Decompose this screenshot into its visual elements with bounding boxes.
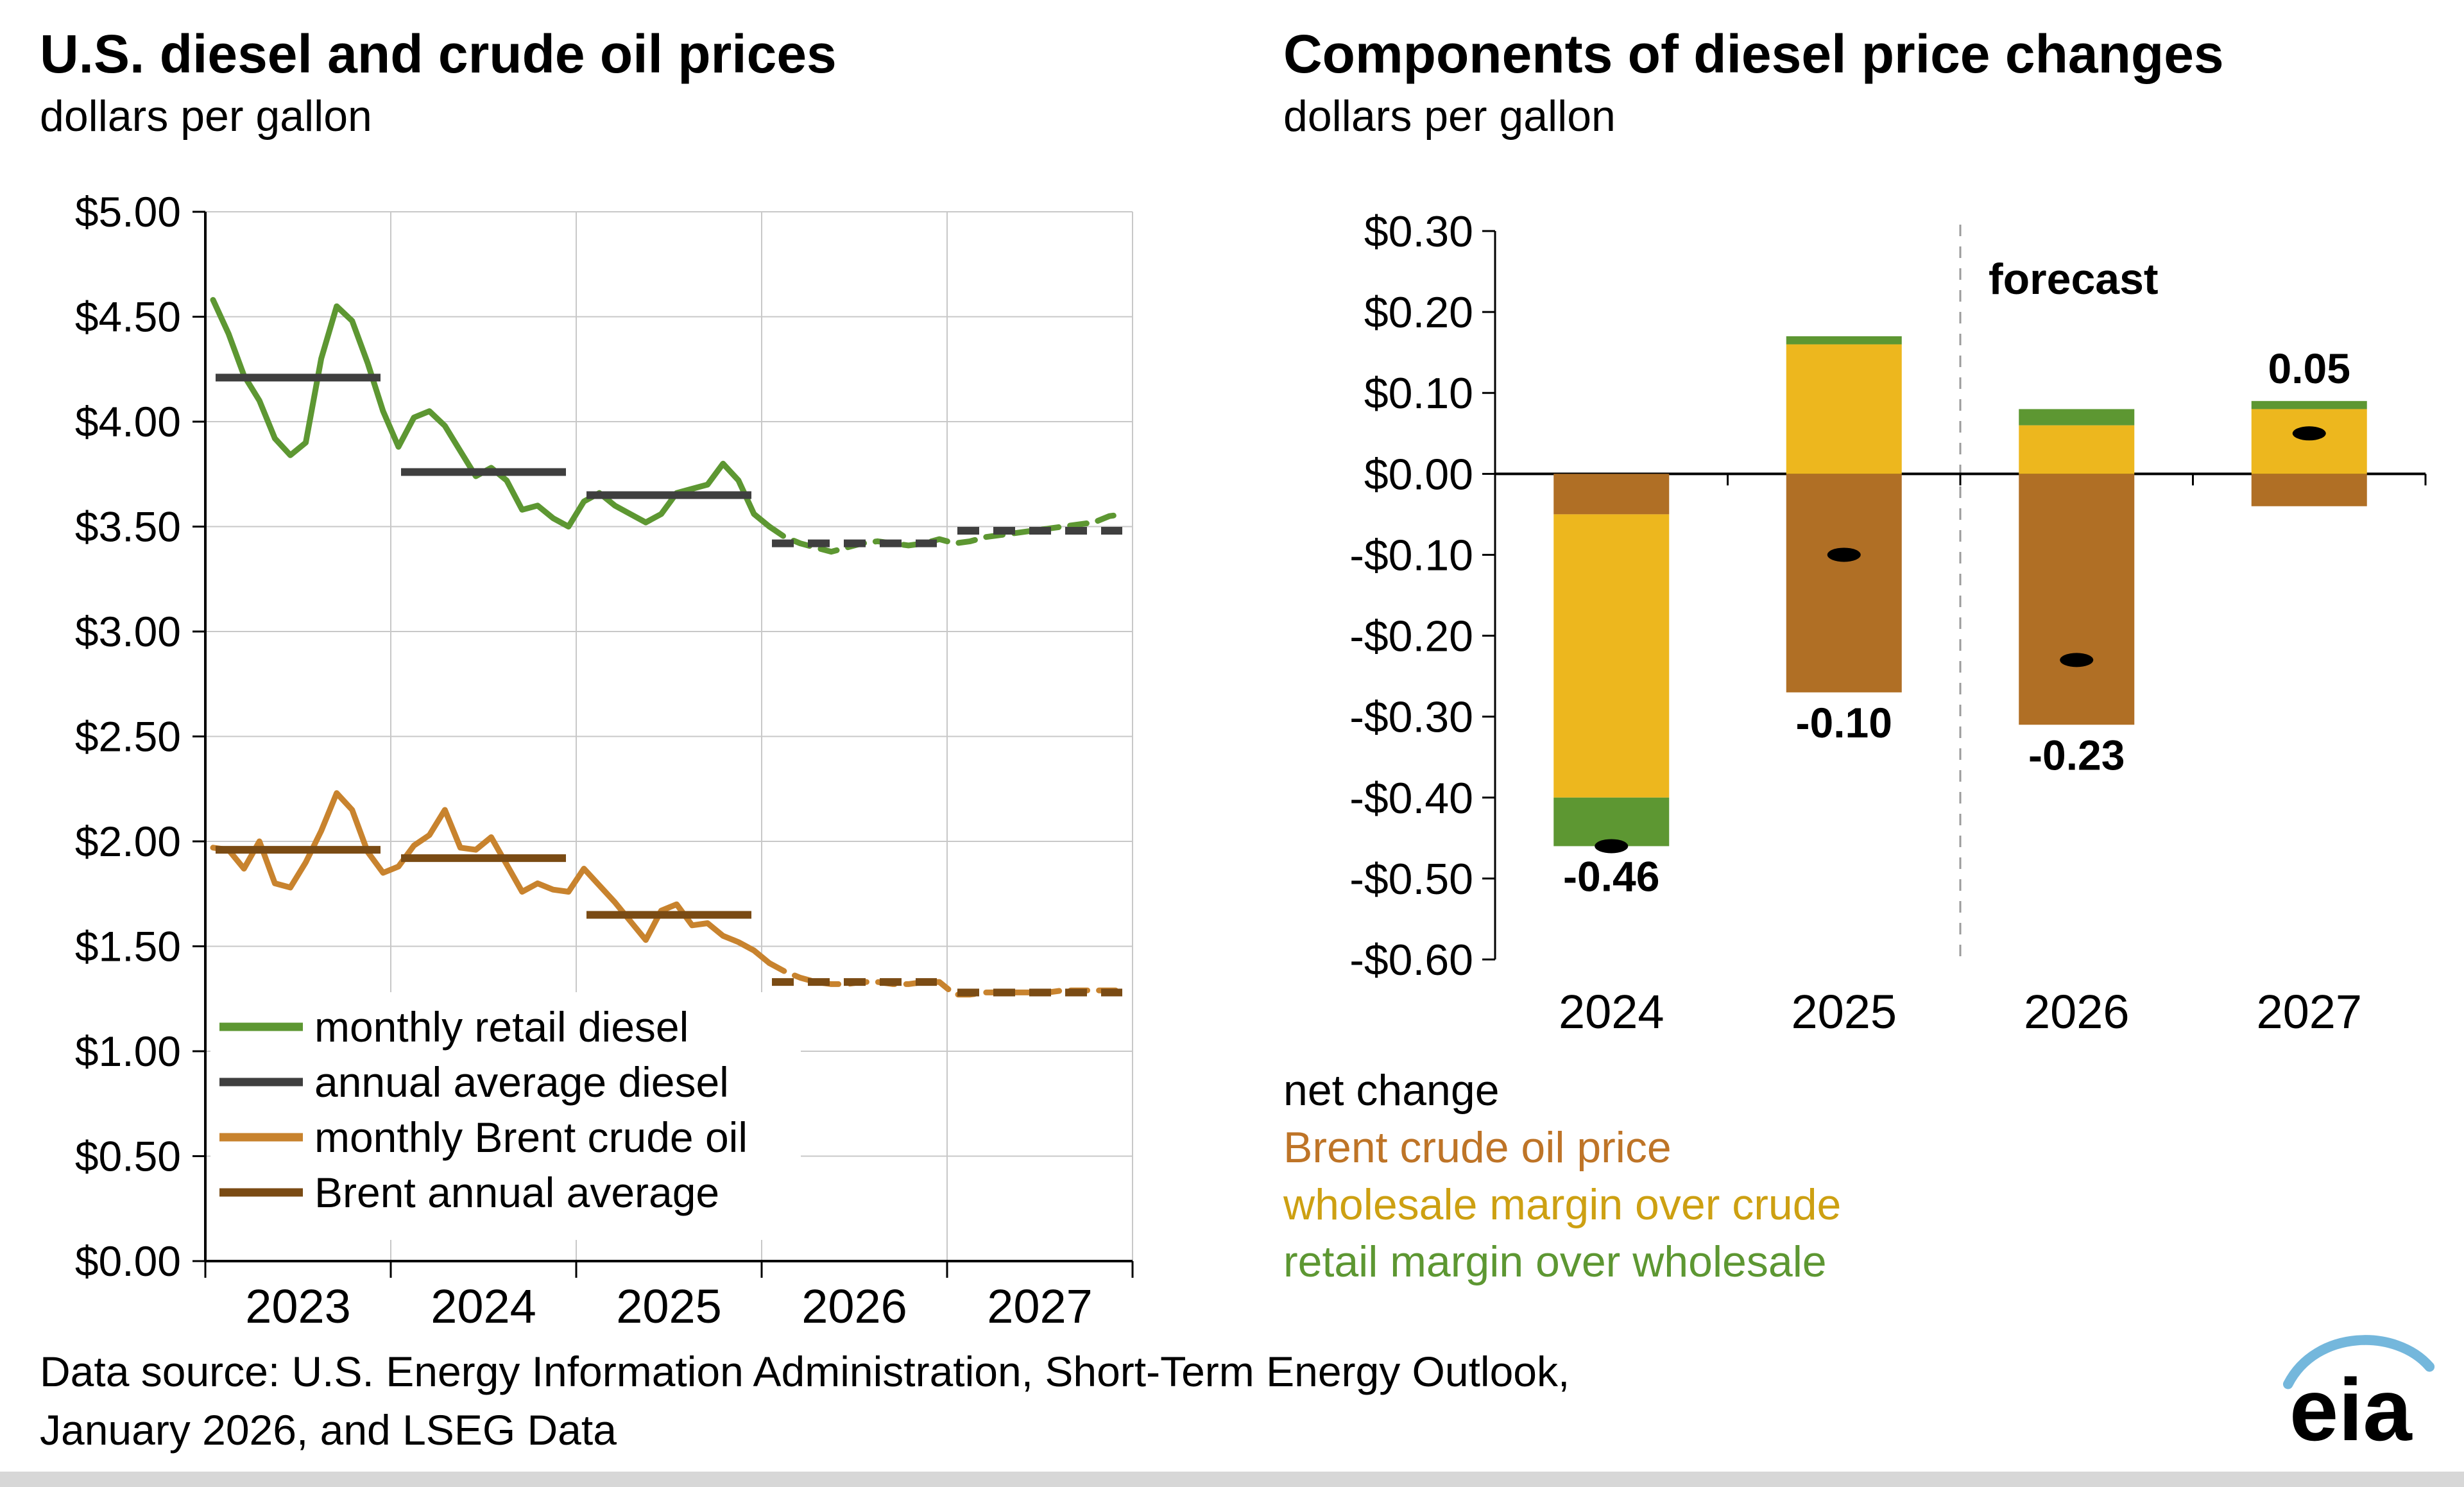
y-axis-label: -$0.50: [1349, 855, 1473, 904]
y-axis-label: -$0.30: [1349, 693, 1473, 742]
bar-brent-crude-oil-price-2026: [2019, 474, 2135, 725]
y-axis-label: -$0.40: [1349, 774, 1473, 823]
y-axis-label: $2.50: [75, 713, 181, 761]
y-axis-label: $4.50: [75, 293, 181, 341]
y-axis-label: $1.00: [75, 1027, 181, 1075]
x-axis-label: 2026: [801, 1280, 907, 1333]
y-axis-label: -$0.60: [1349, 936, 1473, 984]
y-axis-label: $0.00: [75, 1237, 181, 1285]
y-axis-label: $1.50: [75, 923, 181, 970]
x-axis-label: 2023: [245, 1280, 351, 1333]
legend-item-retail-margin-over-wholesale: retail margin over wholesale: [1283, 1237, 1827, 1287]
right-chart-subtitle: dollars per gallon: [1283, 92, 1616, 141]
diesel-crude-price-line-chart: $0.00 $0.50 $1.00 $1.50 $2.00 $2.50 $3.00 $3.50…: [75, 188, 1134, 1333]
bar-brent-crude-oil-price-2024: [1553, 474, 1670, 515]
bar-brent-crude-oil-price-2025: [1786, 474, 1902, 692]
net-change-label-2025: -0.10: [1796, 699, 1892, 746]
forecast-label: forecast: [1989, 255, 2159, 304]
net-change-marker-2026: [2060, 653, 2094, 667]
legend-background: [210, 992, 801, 1240]
window-bottom-edge: [0, 1472, 2464, 1487]
bar-wholesale-margin-over-crude-2026: [2019, 425, 2135, 474]
bar-wholesale-margin-over-crude-2024: [1553, 514, 1670, 798]
y-axis-label: $3.00: [75, 608, 181, 655]
data-source-note: Data source: U.S. Energy Information Adm…: [40, 1343, 1570, 1459]
data-source-line-2: January 2026, and LSEG Data: [40, 1406, 617, 1454]
legend-item-wholesale-margin-over-crude: wholesale margin over crude: [1283, 1180, 1842, 1230]
y-axis-label: $5.00: [75, 188, 181, 236]
net-change-label-2027: 0.05: [2268, 345, 2350, 392]
bar-wholesale-margin-over-crude-2027: [2251, 409, 2367, 474]
eia-logo-graphic: eia: [2283, 1335, 2435, 1459]
x-axis-label: 2027: [987, 1280, 1093, 1333]
bar-retail-margin-over-wholesale-2027: [2251, 400, 2367, 409]
x-axis-label: 2024: [1559, 985, 1664, 1038]
eia-logo-swoosh: [2283, 1335, 2435, 1389]
y-axis-label: $0.30: [1364, 207, 1473, 256]
legend-label-brent-annual-average: Brent annual average: [314, 1169, 719, 1216]
bar-retail-margin-over-wholesale-2026: [2019, 409, 2135, 425]
y-axis-label: $0.00: [1364, 450, 1473, 499]
y-axis-label: -$0.10: [1349, 531, 1473, 580]
net-change-marker-2024: [1595, 839, 1629, 854]
y-axis-label: $3.50: [75, 503, 181, 551]
x-axis-label: 2025: [1791, 985, 1897, 1038]
right-chart-title: Components of diesel price changes: [1283, 24, 2224, 84]
y-axis-label: $0.20: [1364, 288, 1473, 337]
series-monthly-retail-diesel-forecast: [766, 511, 1128, 555]
y-axis-label: $4.00: [75, 398, 181, 445]
y-axis-label: -$0.20: [1349, 612, 1473, 661]
y-axis-label: $0.10: [1364, 369, 1473, 418]
x-axis-label: 2024: [431, 1280, 536, 1333]
data-source-line-1: Data source: U.S. Energy Information Adm…: [40, 1348, 1570, 1395]
diesel-price-components-bar-chart: $0.30 $0.20 $0.10 $0.00 -$0.10 -$0.20 -$0.30 -$…: [1349, 207, 2427, 1038]
bar-retail-margin-over-wholesale-2025: [1786, 336, 1902, 345]
bar-brent-crude-oil-price-2027: [2251, 474, 2367, 506]
net-change-label-2024: -0.46: [1563, 852, 1659, 900]
y-axis-label: $0.50: [75, 1133, 181, 1180]
right-chart-legend: net change Brent crude oil price wholesale…: [1283, 1062, 1841, 1291]
eia-logo: eia: [2275, 1322, 2442, 1460]
eia-logo-text: eia: [2289, 1361, 2413, 1457]
net-change-label-2026: -0.23: [2028, 731, 2125, 778]
left-chart-title: U.S. diesel and crude oil prices: [40, 24, 837, 84]
y-axis-label: $2.00: [75, 818, 181, 865]
x-axis-label: 2027: [2256, 985, 2362, 1038]
net-change-marker-2025: [1827, 547, 1861, 562]
bar-retail-margin-over-wholesale-2024: [1553, 797, 1670, 847]
legend-label-annual-average-diesel: annual average diesel: [314, 1058, 729, 1106]
net-change-marker-2027: [2292, 426, 2326, 441]
series-monthly-brent-crude-oil: [210, 790, 773, 967]
x-axis-label: 2026: [2024, 985, 2130, 1038]
legend-label-monthly-retail-diesel: monthly retail diesel: [314, 1003, 689, 1051]
legend-item-net-change: net change: [1283, 1066, 1500, 1115]
left-chart-subtitle: dollars per gallon: [40, 92, 372, 141]
bar-wholesale-margin-over-crude-2025: [1786, 344, 1902, 474]
legend-item-brent-crude-oil-price: Brent crude oil price: [1283, 1123, 1672, 1173]
legend-label-monthly-brent-crude-oil: monthly Brent crude oil: [314, 1113, 748, 1161]
x-axis-label: 2025: [616, 1280, 722, 1333]
